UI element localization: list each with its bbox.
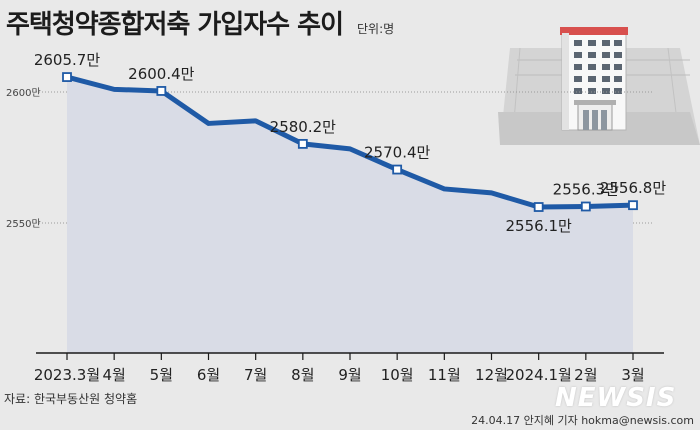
y-tick-label-2600: 2600만 — [6, 87, 41, 99]
data-label: 2605.7만 — [34, 51, 100, 69]
data-label: 2556.3만 — [553, 180, 619, 198]
x-tick-label: 2월 — [574, 366, 597, 384]
data-point-marker — [62, 72, 72, 82]
y-tick-label-2550: 2550만 — [6, 218, 41, 230]
x-tick-label: 9월 — [338, 366, 361, 384]
x-tick-label: 10월 — [381, 366, 414, 384]
x-tick-label: 11월 — [428, 366, 461, 384]
data-point-marker — [392, 164, 403, 175]
x-tick-label: 7월 — [244, 366, 267, 384]
data-point-marker — [297, 138, 308, 149]
x-tick-label: 4월 — [102, 366, 125, 384]
data-point-marker — [628, 200, 638, 211]
unit-label: 단위:명 — [357, 22, 395, 36]
source-note: 자료: 한국부동산원 청약홈 — [4, 392, 138, 406]
data-point-marker — [533, 202, 544, 212]
chart-title: 주택청약종합저축 가입자수 추이 — [6, 10, 344, 40]
credit-line: 24.04.17 안지혜 기자 hokma@newsis.com — [471, 414, 694, 427]
x-tick-label: 3월 — [621, 366, 644, 384]
x-tick-label: 2024.1월 — [506, 366, 572, 384]
x-tick-label: 6월 — [197, 366, 220, 384]
data-label: 2580.2만 — [270, 118, 336, 136]
x-tick-label: 12월 — [475, 366, 508, 384]
data-label: 2570.4만 — [364, 144, 430, 162]
data-label: 2556.1만 — [506, 217, 572, 235]
data-point-marker — [580, 201, 591, 212]
x-tick-label: 8월 — [291, 366, 314, 384]
series-area — [67, 77, 633, 353]
plot-area: 2600만 2550만 2605.7만 2600.4만 2580.2만 2570.4만… — [6, 51, 666, 384]
x-tick-label: 5월 — [150, 366, 173, 384]
data-label: 2556.8만 — [600, 179, 666, 197]
x-tick-label: 2023.3월 — [34, 366, 100, 384]
data-point-marker — [156, 86, 167, 96]
apartment-building-icon — [498, 27, 700, 146]
newsis-watermark: NEWSIS — [555, 383, 677, 413]
data-label: 2600.4만 — [128, 65, 194, 83]
